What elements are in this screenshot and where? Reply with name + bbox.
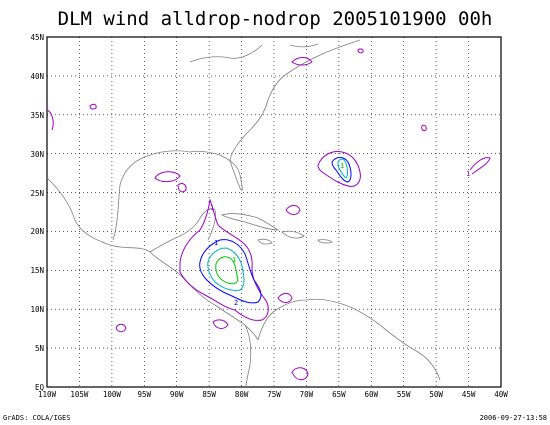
lat-label: 5N	[35, 344, 44, 353]
lat-label: 20N	[30, 227, 44, 236]
lon-label: 90W	[170, 390, 184, 399]
lon-label: 45W	[462, 390, 476, 399]
lat-label: 45N	[30, 33, 44, 42]
chart-title: DLM wind alldrop-nodrop 2005101900 00h	[57, 8, 493, 30]
contour-outer-atlantic	[317, 151, 361, 187]
contour-label: 1	[340, 162, 344, 170]
lat-label: 10N	[30, 305, 44, 314]
lon-label: 65W	[332, 390, 346, 399]
lon-label: 80W	[235, 390, 249, 399]
lon-label: 55W	[397, 390, 411, 399]
footer-credit: GrADS: COLA/IGES	[3, 414, 71, 422]
lon-label: 70W	[300, 390, 314, 399]
lat-label: 25N	[30, 189, 44, 198]
coastlines	[46, 39, 441, 388]
lon-label: 105W	[70, 390, 89, 399]
contour-labels: 1 2 1 1 1 1	[210, 162, 470, 307]
lat-label: 15N	[30, 266, 44, 275]
contour-cyan-caribbean	[207, 247, 245, 291]
lon-label: 50W	[429, 390, 443, 399]
contour-label: 1	[214, 239, 218, 247]
contour-green-caribbean	[215, 256, 239, 285]
lon-label: 75W	[267, 390, 281, 399]
lon-label: 85W	[202, 390, 216, 399]
lon-label: 110W	[38, 390, 57, 399]
contour-label: 2	[234, 299, 238, 307]
lat-label: 40N	[30, 72, 44, 81]
lon-label: 60W	[365, 390, 379, 399]
grid-lines	[47, 37, 501, 387]
contour-cyan-atlantic	[337, 158, 348, 179]
contours-caribbean	[46, 57, 313, 381]
lat-label: 30N	[30, 150, 44, 159]
contour-label: 1	[466, 170, 470, 178]
lon-axis: 110W 105W 100W 95W 90W 85W 80W 75W 70W 6…	[38, 390, 508, 399]
contour-label: 1	[232, 256, 236, 264]
contour-label: 1	[210, 204, 214, 212]
lon-label: 95W	[138, 390, 152, 399]
contour-outer-caribbean	[179, 198, 269, 321]
lat-axis: EQ 5N 10N 15N 20N 25N 30N 35N 40N 45N	[30, 33, 44, 392]
contours-atlantic	[317, 48, 491, 187]
footer-timestamp: 2006-09-27-13:58	[479, 414, 547, 422]
lon-label: 100W	[103, 390, 122, 399]
contour-blue-atlantic	[331, 157, 352, 183]
lat-label: EQ	[35, 383, 45, 392]
lat-label: 35N	[30, 111, 44, 120]
contour-blue-caribbean	[199, 239, 262, 304]
lon-label: 40W	[494, 390, 508, 399]
